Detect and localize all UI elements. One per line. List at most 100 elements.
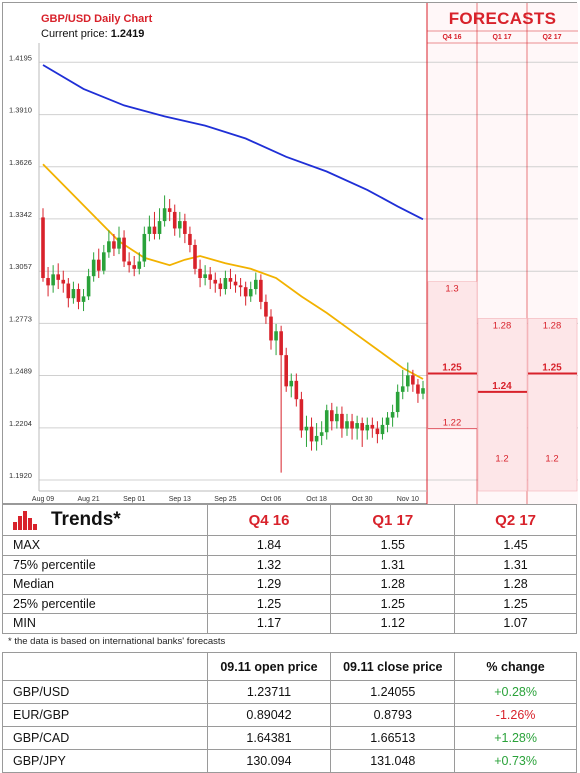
table-cell: 1.25 bbox=[206, 593, 332, 614]
candle-down bbox=[294, 380, 299, 400]
table-cell: 1.12 bbox=[330, 613, 456, 634]
candle-down bbox=[167, 208, 172, 212]
table-cell: 1.31 bbox=[330, 554, 456, 575]
trends-col-header: Q1 17 bbox=[330, 504, 456, 536]
table-cell: 1.28 bbox=[454, 574, 577, 595]
candle-up bbox=[248, 289, 253, 297]
candle-up bbox=[324, 410, 329, 433]
candle-down bbox=[299, 399, 304, 431]
candle-down bbox=[350, 421, 354, 429]
forecast-median-label: 1.24 bbox=[492, 381, 512, 392]
candle-down bbox=[228, 278, 233, 282]
fx-change: +1.28% bbox=[454, 726, 577, 750]
table-cell: 1.28 bbox=[330, 574, 456, 595]
fx-col-header bbox=[2, 652, 208, 681]
candle-down bbox=[112, 241, 116, 249]
candle-up bbox=[147, 226, 152, 234]
current-price: Current price: 1.2419 bbox=[41, 28, 144, 40]
table-row: EUR/GBP 0.89042 0.8793 -1.26% bbox=[2, 703, 577, 727]
candle-up bbox=[102, 252, 106, 271]
trends-title-cell: Trends* bbox=[2, 504, 208, 536]
table-row: Median 1.29 1.28 1.28 bbox=[2, 574, 577, 595]
forecast-col-q2-17: Q2 17 bbox=[542, 34, 562, 41]
fx-change: +0.28% bbox=[454, 680, 577, 704]
forecast-min-label: 1.2 bbox=[545, 453, 558, 464]
candle-up bbox=[406, 375, 410, 387]
candle-down bbox=[375, 428, 380, 435]
forecast-range-box bbox=[527, 318, 578, 492]
y-tick-label: 1.3342 bbox=[9, 210, 32, 219]
candle-down bbox=[264, 301, 268, 317]
candle-down bbox=[360, 423, 364, 431]
forecast-min-label: 1.2 bbox=[495, 453, 508, 464]
x-tick-label: Oct 30 bbox=[352, 496, 373, 503]
candle-up bbox=[203, 274, 207, 279]
fx-col-header: 09.11 close price bbox=[330, 652, 456, 681]
fx-pair: GBP/JPY bbox=[2, 749, 208, 773]
y-tick-label: 1.4195 bbox=[9, 53, 32, 62]
y-tick-label: 1.3626 bbox=[9, 158, 32, 167]
forecast-min-label: 1.22 bbox=[443, 418, 462, 429]
fx-close: 1.66513 bbox=[330, 726, 456, 750]
candle-down bbox=[279, 331, 283, 356]
candle-down bbox=[416, 384, 420, 394]
fx-col-header: 09.11 open price bbox=[206, 652, 332, 681]
candle-down bbox=[233, 281, 238, 286]
candle-up bbox=[71, 289, 76, 299]
row-label: 25% percentile bbox=[2, 593, 208, 614]
gbpusd-chart: 1.4195 1.3910 1.3626 1.3342 1.3057 1.2773 1.24… bbox=[9, 3, 578, 505]
trends-col-header: Q4 16 bbox=[206, 504, 332, 536]
candle-down bbox=[269, 316, 273, 341]
chart-frame: 1.4195 1.3910 1.3626 1.3342 1.3057 1.2773 1.24… bbox=[2, 2, 578, 505]
candle-down bbox=[411, 375, 415, 385]
candle-up bbox=[421, 388, 425, 394]
table-cell: 1.84 bbox=[206, 535, 332, 556]
candle-down bbox=[61, 279, 66, 284]
forecast-max-label: 1.28 bbox=[543, 320, 562, 331]
blue-moving-average bbox=[42, 64, 424, 221]
trends-table: Trends* Q4 16 Q1 17 Q2 17 MAX 1.84 1.55 1.4… bbox=[2, 504, 577, 634]
candle-up bbox=[274, 331, 278, 341]
candle-down bbox=[198, 268, 202, 279]
candle-up bbox=[335, 413, 339, 422]
yellow-moving-average bbox=[42, 163, 424, 380]
fx-close: 1.24055 bbox=[330, 680, 456, 704]
candle-up bbox=[157, 221, 162, 234]
table-row: GBP/CAD 1.64381 1.66513 +1.28% bbox=[2, 726, 577, 750]
candle-up bbox=[390, 412, 395, 418]
candle-down bbox=[218, 283, 223, 290]
table-cell: 1.17 bbox=[206, 613, 332, 634]
forecast-max-label: 1.28 bbox=[493, 320, 512, 331]
forecast-median-label: 1.25 bbox=[542, 362, 562, 373]
candle-down bbox=[66, 283, 71, 299]
table-cell: 1.31 bbox=[454, 554, 577, 575]
fx-open: 0.89042 bbox=[206, 703, 332, 727]
candle-down bbox=[193, 244, 197, 269]
candle-up bbox=[254, 279, 258, 290]
trends-title: Trends* bbox=[51, 509, 121, 530]
candle-down bbox=[208, 274, 212, 280]
table-cell: 1.45 bbox=[454, 535, 577, 556]
fx-open: 1.23711 bbox=[206, 680, 332, 704]
fx-header-row: 09.11 open price 09.11 close price % cha… bbox=[2, 652, 577, 681]
candle-down bbox=[46, 278, 50, 286]
forecast-range-box bbox=[427, 281, 478, 429]
candle-down bbox=[340, 413, 344, 429]
table-row: 75% percentile 1.32 1.31 1.31 bbox=[2, 554, 577, 575]
forecast-col-q4-16: Q4 16 bbox=[442, 34, 462, 41]
candle-up bbox=[51, 274, 55, 286]
x-tick-label: Aug 21 bbox=[78, 496, 100, 503]
candle-down bbox=[172, 211, 177, 229]
forecast-max-label: 1.3 bbox=[445, 284, 458, 295]
candle-up bbox=[314, 435, 319, 442]
candle-down bbox=[132, 265, 136, 269]
candle-down bbox=[259, 279, 263, 302]
row-label: MAX bbox=[2, 535, 208, 556]
candle-up bbox=[365, 424, 370, 431]
candle-down bbox=[330, 410, 334, 422]
candle-down bbox=[41, 217, 45, 279]
x-tick-label: Oct 18 bbox=[306, 496, 327, 503]
forecasts-title: FORECASTS bbox=[448, 9, 557, 28]
y-tick-label: 1.3057 bbox=[9, 262, 32, 271]
fx-change: +0.73% bbox=[454, 749, 577, 773]
